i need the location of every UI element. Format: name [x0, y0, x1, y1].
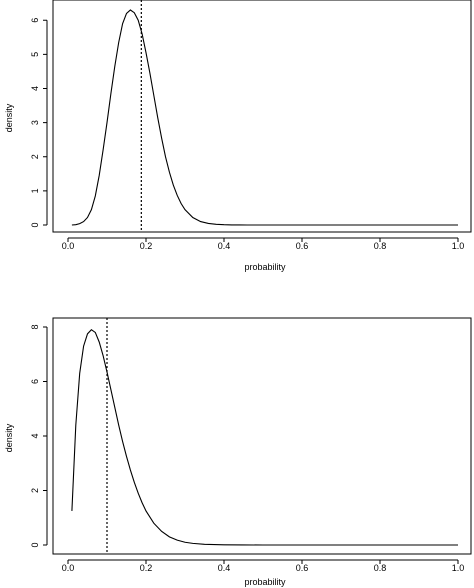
- x-ticks-top: 0.0 0.2 0.4 0.6 0.8 1.0: [62, 237, 465, 251]
- y-tick-label: 4: [30, 433, 40, 438]
- y-tick-label: 2: [30, 154, 40, 159]
- x-tick-label: 0.8: [374, 241, 387, 251]
- x-tick-label: 1.0: [452, 563, 465, 573]
- x-tick-label: 0.2: [140, 563, 153, 573]
- x-axis-label-bottom: probability: [244, 577, 286, 587]
- y-ticks-top: 0 1 2 3 4 5 6: [30, 18, 48, 228]
- x-tick-label: 0.6: [296, 241, 309, 251]
- y-ticks-bottom: 0 2 4 6 8: [30, 324, 48, 548]
- x-tick-label: 0.2: [140, 241, 153, 251]
- y-tick-label: 0: [30, 222, 40, 227]
- y-tick-label: 6: [30, 379, 40, 384]
- density-curve-bottom: [71, 329, 458, 546]
- chart-top: probability density 0.0 0.2 0.4 0.6 0.8 1.0 0…: [4, 0, 472, 272]
- density-curve-top: [71, 9, 458, 226]
- y-tick-label: 2: [30, 488, 40, 493]
- x-tick-label: 0.4: [218, 563, 231, 573]
- plot-frame-top: [52, 0, 472, 233]
- x-ticks-bottom: 0.0 0.2 0.4 0.6 0.8 1.0: [62, 559, 465, 573]
- y-tick-label: 8: [30, 324, 40, 329]
- y-tick-label: 0: [30, 542, 40, 547]
- x-tick-label: 0.0: [62, 241, 75, 251]
- x-axis-label-top: probability: [244, 262, 286, 272]
- x-tick-label: 0.0: [62, 563, 75, 573]
- y-axis-label-bottom: density: [4, 423, 14, 452]
- y-tick-label: 3: [30, 120, 40, 125]
- y-tick-label: 4: [30, 86, 40, 91]
- y-tick-label: 6: [30, 18, 40, 23]
- x-tick-label: 0.6: [296, 563, 309, 573]
- y-axis-label-top: density: [4, 103, 14, 132]
- x-tick-label: 1.0: [452, 241, 465, 251]
- y-tick-label: 1: [30, 188, 40, 193]
- x-tick-label: 0.4: [218, 241, 231, 251]
- plot-frame-bottom: [52, 317, 472, 555]
- chart-bottom: probability density 0.0 0.2 0.4 0.6 0.8 1.0 0…: [4, 317, 472, 587]
- x-tick-label: 0.8: [374, 563, 387, 573]
- y-tick-label: 5: [30, 52, 40, 57]
